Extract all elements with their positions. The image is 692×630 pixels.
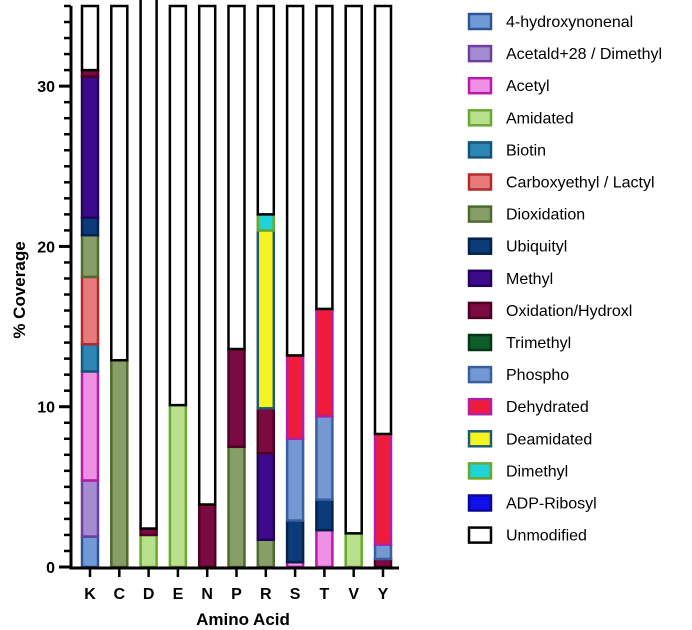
x-tick-label: E xyxy=(173,586,184,603)
bar-segment-D-unmodified xyxy=(139,0,158,530)
x-tick-label: K xyxy=(84,586,96,603)
legend-label: Dimethyl xyxy=(506,463,568,480)
legend-swatch xyxy=(467,430,493,448)
bar-segment-R-unmodified xyxy=(256,4,276,216)
legend-label: Biotin xyxy=(506,142,546,159)
legend-label: Phospho xyxy=(506,367,569,384)
bar-segment-K-biotin xyxy=(80,342,100,373)
y-tick-label: 30 xyxy=(37,79,55,96)
legend-swatch xyxy=(467,269,493,288)
legend-label: Ubiquityl xyxy=(506,239,567,256)
bar-segment-T-ubiquityl xyxy=(315,498,334,532)
bar-segment-N-oxidation-hydroxl xyxy=(197,503,217,569)
bar-segment-Y-unmodified xyxy=(373,4,393,436)
x-tick-label: S xyxy=(290,586,301,603)
bar-segment-P-dioxidation xyxy=(227,445,246,569)
legend-label: Unmodified xyxy=(506,528,587,545)
legend-swatch xyxy=(467,462,493,480)
bar-segment-T-dehydrated xyxy=(315,307,334,418)
y-axis-title: % Coverage xyxy=(10,241,29,338)
bar-segment-K-methyl xyxy=(80,75,100,219)
legend-label: ADP-Ribosyl xyxy=(506,496,597,513)
legend-swatch xyxy=(467,333,493,352)
bar-segment-K-dioxidation xyxy=(80,233,100,279)
bar-segment-Y-phospho xyxy=(373,543,393,561)
legend-label: Carboxyethyl / Lactyl xyxy=(506,175,655,192)
bar-segment-P-unmodified xyxy=(227,4,246,351)
bar-segment-K-4-hydroxynonenal xyxy=(80,535,100,569)
bar-segment-T-acetyl xyxy=(315,528,334,569)
bar-segment-K-unmodified xyxy=(80,4,100,72)
bar-segment-Y-dehydrated xyxy=(373,432,393,546)
legend-swatch xyxy=(467,12,493,31)
bar-segment-S-ubiquityl xyxy=(285,519,305,564)
bar-segment-D-amidated xyxy=(139,533,158,569)
bar-segment-R-dimethyl xyxy=(256,213,276,232)
legend-label: Oxidation/Hydroxl xyxy=(506,303,632,320)
bar-segment-K-acetyl xyxy=(80,370,100,482)
bar-segment-V-unmodified xyxy=(344,4,363,535)
bar-segment-S-dehydrated xyxy=(285,354,305,441)
legend-swatch xyxy=(467,237,493,255)
bar-segment-R-oxidation-hydroxl xyxy=(256,407,276,455)
bar-segment-V-amidated xyxy=(344,532,363,569)
legend-swatch xyxy=(467,173,493,191)
bar-segment-K-ubiquityl xyxy=(80,216,100,237)
legend-swatch xyxy=(467,141,493,159)
y-tick-label: 20 xyxy=(37,239,55,256)
y-axis: 0 10 20 30 xyxy=(37,4,73,577)
bar-segment-E-amidated xyxy=(168,403,188,569)
bar-segment-K-carboxyethyl-lactyl xyxy=(80,275,100,346)
x-tick-label: D xyxy=(143,586,155,603)
bar-segment-R-methyl xyxy=(256,451,276,542)
bar-segment-S-unmodified xyxy=(285,4,305,357)
y-tick-label: 10 xyxy=(37,400,55,417)
bars xyxy=(80,0,393,569)
legend-label: Dehydrated xyxy=(506,399,589,416)
legend-label: Methyl xyxy=(506,271,553,288)
legend-label: Acetald+28 / Dimethyl xyxy=(506,46,662,63)
bar-segment-P-oxidation-hydroxl xyxy=(227,347,246,449)
legend-swatch xyxy=(467,526,493,544)
x-tick-label: Y xyxy=(378,586,389,603)
bar-segment-R-deamidated xyxy=(256,229,276,410)
legend-swatch xyxy=(467,109,493,127)
legend-label: Acetyl xyxy=(506,78,550,95)
legend-label: Deamidated xyxy=(506,431,592,448)
bar-segment-N-unmodified xyxy=(197,4,217,506)
legend-swatch xyxy=(467,76,493,95)
x-tick-label: P xyxy=(231,586,242,603)
legend-label: Amidated xyxy=(506,110,574,127)
bar-segment-R-dioxidation xyxy=(256,538,276,569)
legend-swatch xyxy=(467,301,493,320)
bar-segment-E-unmodified xyxy=(168,4,188,407)
bar-segment-C-dioxidation xyxy=(110,358,129,569)
bar-segment-C-unmodified xyxy=(110,4,129,362)
legend-swatch xyxy=(467,397,493,416)
legend-swatch xyxy=(467,365,493,384)
bar-segment-S-phospho xyxy=(285,437,305,522)
x-tick-label: T xyxy=(320,586,330,603)
legend-label: Dioxidation xyxy=(506,207,585,224)
x-tick-label: R xyxy=(260,586,272,603)
x-tick-label: N xyxy=(201,586,213,603)
bar-segment-T-phospho xyxy=(315,415,334,501)
legend: 4-hydroxynonenal Acetald+28 / Dimethyl Ace… xyxy=(467,12,662,545)
legend-label: Trimethyl xyxy=(506,335,571,352)
bar-segment-K-acetald-28-dimethyl xyxy=(80,479,100,538)
x-axis-title: Amino Acid xyxy=(196,610,290,629)
legend-swatch xyxy=(467,44,493,63)
legend-swatch xyxy=(467,205,493,223)
x-tick-label: C xyxy=(114,586,126,603)
legend-swatch xyxy=(467,494,493,512)
legend-label: 4-hydroxynonenal xyxy=(506,14,633,31)
bar-segment-T-unmodified xyxy=(315,4,334,311)
x-tick-label: V xyxy=(348,586,359,603)
y-tick-label: 0 xyxy=(46,560,55,577)
